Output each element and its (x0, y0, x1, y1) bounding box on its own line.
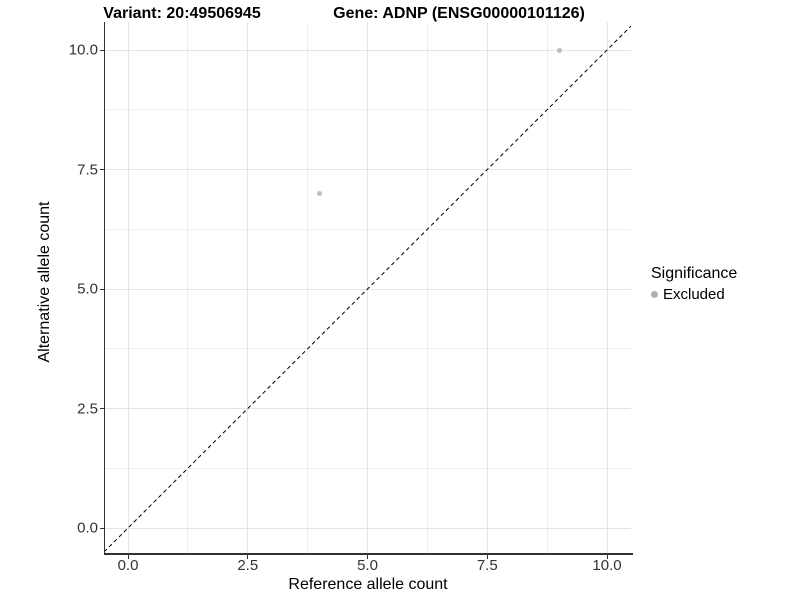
minor-gridline (426, 22, 428, 553)
x-tick-label: 5.0 (357, 557, 378, 574)
y-tick-label: 10.0 (68, 41, 98, 59)
y-axis-line (103, 22, 105, 555)
minor-gridline (105, 348, 631, 350)
legend-title: Significance (651, 265, 738, 282)
minor-gridline (546, 22, 548, 553)
y-tick-label: 2.5 (77, 400, 98, 417)
data-point (556, 47, 562, 53)
major-gridline (367, 22, 368, 553)
identity-line (105, 25, 631, 552)
major-gridline (105, 49, 631, 51)
x-tick-mark (486, 555, 488, 559)
minor-gridline (307, 22, 309, 553)
x-tick-mark (247, 555, 249, 559)
legend: Significance Excluded (651, 265, 737, 303)
minor-gridline (187, 22, 189, 553)
y-tick-label: 7.5 (77, 161, 98, 178)
x-tick-label: 7.5 (476, 557, 498, 574)
plot-panel (105, 22, 631, 553)
major-gridline (105, 527, 631, 529)
x-tick-label: 10.0 (592, 557, 622, 574)
gene-title: Gene: ADNP (ENSG00000101126) (333, 5, 585, 22)
x-tick-mark (367, 555, 368, 559)
x-axis-line (103, 553, 633, 555)
x-tick-mark (606, 555, 608, 559)
y-tick-mark (100, 288, 104, 290)
variant-title: Variant: 20:49506945 (103, 5, 261, 22)
x-tick-label: 0.0 (117, 557, 139, 574)
data-point (317, 190, 323, 196)
legend-item-excluded: Excluded (651, 286, 737, 303)
minor-gridline (105, 109, 631, 111)
major-gridline (486, 22, 488, 553)
major-gridline (606, 22, 608, 553)
y-tick-mark (100, 169, 104, 170)
y-tick-mark (100, 49, 104, 51)
x-axis-label: Reference allele count (288, 576, 448, 593)
excluded-point-icon (651, 291, 658, 298)
major-gridline (105, 169, 631, 170)
legend-item-label: Excluded (663, 286, 725, 303)
minor-gridline (105, 467, 631, 469)
major-gridline (247, 22, 249, 553)
major-gridline (127, 22, 129, 553)
y-tick-label: 5.0 (77, 280, 98, 298)
y-tick-label: 0.0 (77, 519, 98, 537)
major-gridline (105, 408, 631, 409)
x-tick-mark (127, 555, 129, 559)
y-tick-mark (100, 527, 104, 529)
minor-gridline (105, 228, 631, 230)
x-tick-label: 2.5 (237, 557, 259, 574)
y-tick-mark (100, 408, 104, 409)
